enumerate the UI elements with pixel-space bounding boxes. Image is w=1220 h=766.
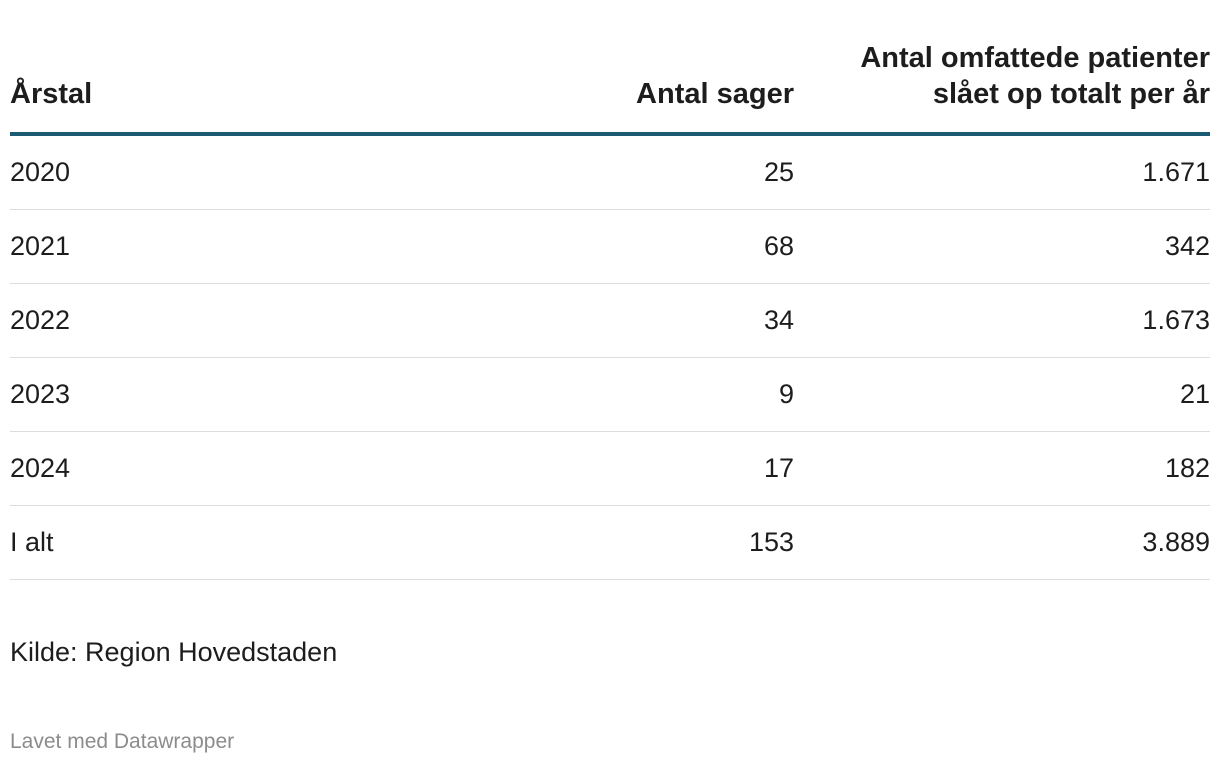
table-row: 2022 34 1.673 [10, 283, 1210, 358]
datawrapper-credit-link[interactable]: Lavet med Datawrapper [10, 730, 235, 753]
cell-patients: 182 [794, 431, 1210, 506]
cell-cases: 68 [430, 209, 794, 284]
cell-year: 2021 [10, 209, 430, 284]
cell-patients: 3.889 [794, 505, 1210, 580]
cell-cases: 153 [430, 505, 794, 580]
data-table-container: Årstal Antal sager Antal omfattede patie… [10, 40, 1210, 580]
table-row: 2020 25 1.671 [10, 134, 1210, 210]
column-header-year: Årstal [10, 40, 430, 136]
cell-year: I alt [10, 505, 430, 580]
cell-cases: 9 [430, 357, 794, 432]
cell-year: 2023 [10, 357, 430, 432]
table-header-row: Årstal Antal sager Antal omfattede patie… [10, 40, 1210, 136]
cell-year: 2022 [10, 283, 430, 358]
cell-cases: 17 [430, 431, 794, 506]
cell-year: 2020 [10, 134, 430, 210]
table-row: 2024 17 182 [10, 431, 1210, 506]
table-row: 2021 68 342 [10, 209, 1210, 284]
cell-patients: 1.673 [794, 283, 1210, 358]
cell-patients: 342 [794, 209, 1210, 284]
table-row: 2023 9 21 [10, 357, 1210, 432]
cell-year: 2024 [10, 431, 430, 506]
table-row-total: I alt 153 3.889 [10, 505, 1210, 580]
data-table: Årstal Antal sager Antal omfattede patie… [10, 40, 1210, 580]
cell-cases: 25 [430, 134, 794, 210]
cell-cases: 34 [430, 283, 794, 358]
cell-patients: 1.671 [794, 134, 1210, 210]
source-note: Kilde: Region Hovedstaden [10, 637, 338, 667]
column-header-patients: Antal omfattede patienter slået op total… [794, 40, 1210, 136]
cell-patients: 21 [794, 357, 1210, 432]
column-header-cases: Antal sager [430, 40, 794, 136]
